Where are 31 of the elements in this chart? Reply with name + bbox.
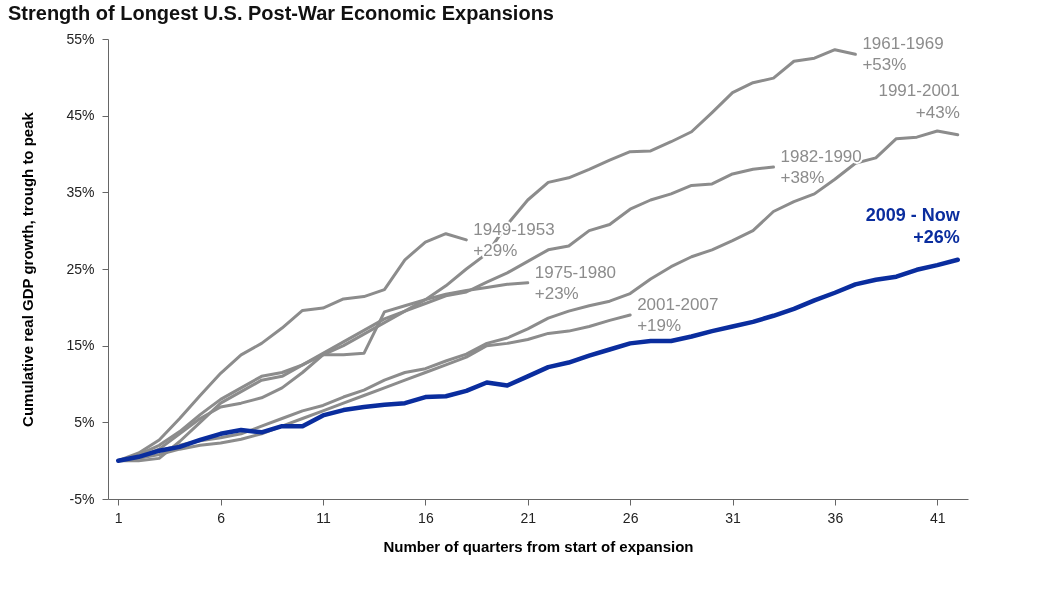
x-tick-label: 1 bbox=[114, 509, 123, 526]
x-tick-label: 6 bbox=[217, 509, 226, 526]
x-tick-label: 16 bbox=[418, 509, 434, 526]
annotation: +19% bbox=[637, 316, 682, 335]
x-tick-label: 41 bbox=[930, 509, 946, 526]
series-label: 1975-1980 bbox=[534, 262, 617, 282]
x-tick-label: 36 bbox=[827, 509, 844, 526]
y-tick-label: 15% bbox=[66, 337, 95, 354]
text: 1991-2001 bbox=[878, 80, 960, 100]
annotation: +53% bbox=[862, 55, 907, 75]
annotation: +23% bbox=[534, 283, 579, 303]
y-axis-title: Cumulative real GDP growth, trough to peak bbox=[19, 111, 37, 427]
annotation: +38% bbox=[780, 168, 825, 188]
series-label: 1982-1990 bbox=[780, 147, 862, 167]
annotation: +43% bbox=[915, 102, 960, 122]
x-tick-label: 11 bbox=[316, 509, 331, 526]
x-axis-title: Number of quarters from start of expansion bbox=[383, 537, 694, 555]
y-tick-label: 35% bbox=[66, 183, 95, 200]
y-tick-label: 45% bbox=[66, 107, 95, 124]
y-tick-label: 25% bbox=[66, 260, 95, 277]
x-tick-label: 21 bbox=[520, 509, 537, 526]
series-label: 2009 - Now bbox=[865, 204, 961, 225]
x-tick-label: 26 bbox=[622, 509, 639, 526]
series-label: 2001-2007 bbox=[637, 295, 719, 314]
series-label: 1961-1969 bbox=[862, 34, 944, 54]
y-tick-label: 55% bbox=[66, 30, 95, 47]
y-tick-label: 5% bbox=[74, 413, 95, 430]
chart-title: Strength of Longest U.S. Post-War Economic Expansions bbox=[8, 2, 554, 24]
annotation: +26% bbox=[913, 226, 960, 247]
x-tick-label: 31 bbox=[725, 509, 742, 526]
y-tick-label: -5% bbox=[69, 490, 95, 507]
